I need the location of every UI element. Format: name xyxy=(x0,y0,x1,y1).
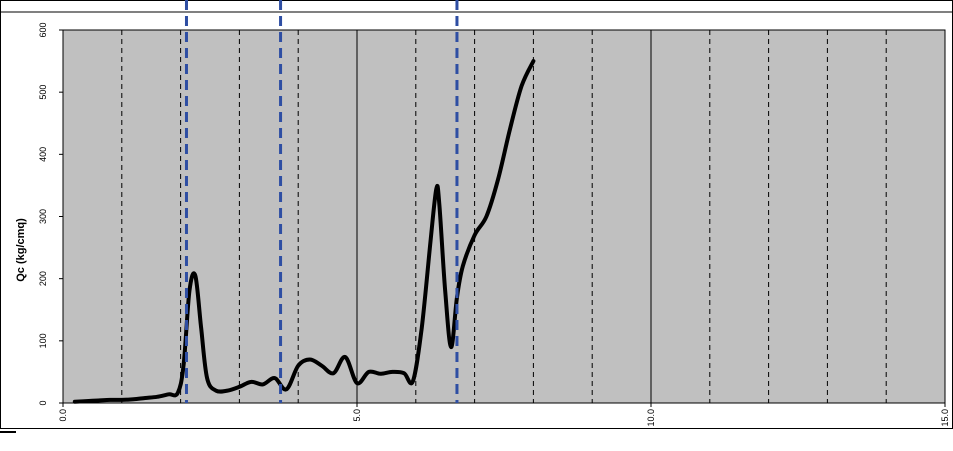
plot-area xyxy=(62,29,946,404)
x-tick-label: 10.0 xyxy=(646,409,656,427)
y-tick-label: 300 xyxy=(38,209,48,224)
series-layer xyxy=(72,59,536,404)
x-tick-label: 15.0 xyxy=(940,409,950,427)
plot-background xyxy=(62,29,946,404)
y-tick-label: 400 xyxy=(38,147,48,162)
y-tick-label: 200 xyxy=(38,271,48,286)
y-axis-label: Qc (kg/cmq) xyxy=(15,218,27,282)
x-tick-label: 5.0 xyxy=(352,409,362,422)
y-tick-label: 500 xyxy=(38,85,48,100)
marker-lines xyxy=(184,0,459,403)
y-tick-label: 0 xyxy=(38,400,48,405)
series-line xyxy=(72,59,536,404)
x-tick-label: 0.0 xyxy=(58,409,68,422)
gridlines xyxy=(121,30,887,403)
y-tick-label: 100 xyxy=(38,333,48,348)
axes: 0 100 200 300 400 500 600 0.0 5.0 10.0 15.0 xyxy=(38,22,950,426)
y-tick-label: 600 xyxy=(38,22,48,37)
